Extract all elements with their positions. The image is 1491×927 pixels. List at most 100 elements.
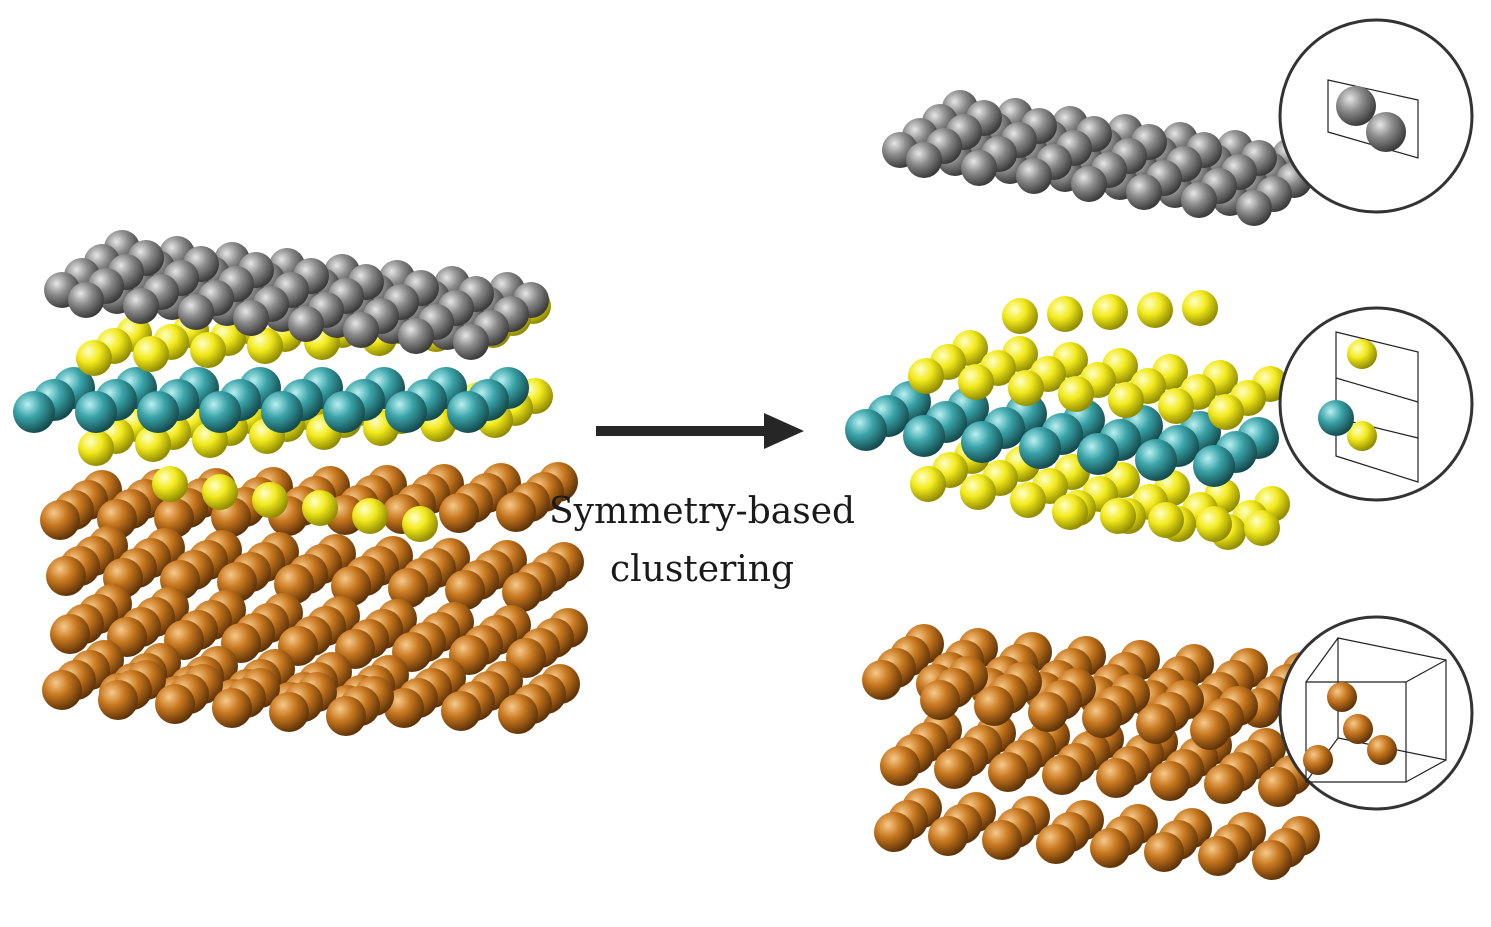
copper-atom — [982, 820, 1022, 860]
copper-atom — [928, 816, 968, 856]
copper-atom — [154, 498, 194, 538]
yellow-atom — [1182, 290, 1218, 326]
yellow-atom — [402, 506, 438, 542]
copper-atom — [46, 556, 86, 596]
gray-atom — [961, 150, 997, 186]
gray-atom — [906, 142, 942, 178]
yellow-atom — [1047, 296, 1083, 332]
copper-atom — [445, 570, 485, 610]
yellow-atom — [190, 332, 226, 368]
yellow-atom — [1100, 498, 1136, 534]
copper-atom — [40, 500, 80, 540]
yellow-atom — [910, 466, 946, 502]
yellow-atom — [247, 328, 283, 364]
layered-structure — [13, 230, 588, 736]
yellow-atom — [302, 490, 338, 526]
copper-atom — [880, 746, 920, 786]
gray-atom — [1181, 182, 1217, 218]
teal-atom — [75, 391, 117, 433]
yellow-atom — [1092, 294, 1128, 330]
copper-atom — [934, 749, 974, 789]
copper-unit-cell-inset — [1278, 615, 1474, 811]
gray-atom — [453, 324, 489, 360]
copper-atom — [1096, 758, 1136, 798]
copper-atom — [1198, 836, 1238, 876]
copper-atom — [1150, 761, 1190, 801]
copper-atom — [920, 680, 960, 720]
teal-atom — [961, 421, 1003, 463]
copper-atom — [269, 692, 309, 732]
teal-atom — [1193, 445, 1235, 487]
copper-atom — [1036, 824, 1076, 864]
gray-atom — [178, 294, 214, 330]
gray-slab — [44, 230, 549, 360]
copper-atom — [502, 572, 542, 612]
arrow-icon — [596, 413, 804, 449]
copper-atom — [1190, 710, 1230, 750]
teal-atom — [903, 415, 945, 457]
copper-atom — [496, 492, 536, 532]
caption-line-1: Symmetry-based — [548, 491, 856, 532]
copper-atom — [1144, 832, 1184, 872]
gray-atom — [1071, 166, 1107, 202]
gray-atom — [288, 306, 324, 342]
yellow-atom — [1137, 292, 1173, 328]
teal-atom — [199, 391, 241, 433]
teal-atom — [13, 391, 55, 433]
gray-atom — [123, 288, 159, 324]
yellow-atom — [152, 466, 188, 502]
yellow-atom — [960, 474, 996, 510]
yellow-atom — [76, 340, 112, 376]
teal-atom — [385, 391, 427, 433]
copper-atom — [439, 493, 479, 533]
copper-cluster — [862, 624, 1340, 880]
copper-atom — [1042, 755, 1082, 795]
copper-atom — [974, 686, 1014, 726]
yellow-atom — [1208, 394, 1244, 430]
gray-cluster — [882, 90, 1332, 226]
yellow-atom — [1002, 298, 1038, 334]
yellow-atom — [1158, 388, 1194, 424]
copper-atom — [384, 688, 424, 728]
teal-atom — [1077, 433, 1119, 475]
gray-atom — [1236, 190, 1272, 226]
yellow-atom — [78, 430, 114, 466]
yellow-atom — [1010, 482, 1046, 518]
gray-unit-cell-inset — [1278, 18, 1474, 214]
gray-atom — [1016, 158, 1052, 194]
copper-atom — [1252, 840, 1292, 880]
teal-atom — [845, 409, 887, 451]
copper-atom — [498, 694, 538, 734]
yellow-atom — [202, 474, 238, 510]
gray-atom — [398, 318, 434, 354]
teal-atom — [447, 391, 489, 433]
yellow-atom — [1148, 502, 1184, 538]
teal-atom — [261, 391, 303, 433]
copper-atom — [988, 752, 1028, 792]
gray-atom — [233, 300, 269, 336]
sulfide-unit-cell-inset — [1278, 306, 1474, 502]
copper-atom — [212, 688, 252, 728]
yellow-atom — [1108, 382, 1144, 418]
copper-atom — [155, 684, 195, 724]
sulfide-cluster — [845, 290, 1290, 550]
copper-atom — [42, 670, 82, 710]
caption-line-2: clustering — [609, 549, 795, 590]
gray-atom — [1126, 174, 1162, 210]
yellow-atom — [133, 336, 169, 372]
copper-atom — [326, 696, 366, 736]
copper-atom — [50, 614, 90, 654]
yellow-atom — [1008, 370, 1044, 406]
copper-atom — [1204, 764, 1244, 804]
copper-atom — [862, 660, 902, 700]
copper-atom — [1258, 767, 1298, 807]
copper-atom — [1136, 704, 1176, 744]
yellow-atom — [135, 426, 171, 462]
copper-atom — [1028, 692, 1068, 732]
teal-atom — [137, 391, 179, 433]
yellow-atom — [1058, 376, 1094, 412]
teal-atom — [1135, 439, 1177, 481]
copper-atom — [331, 566, 371, 606]
yellow-atom — [908, 358, 944, 394]
